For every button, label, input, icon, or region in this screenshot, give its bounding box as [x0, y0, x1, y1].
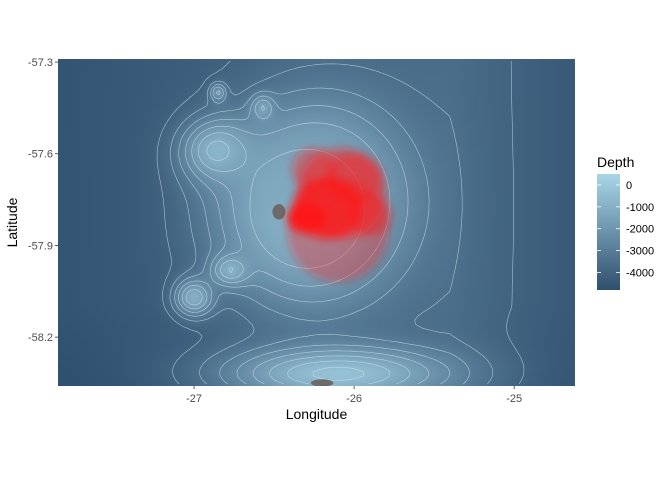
y-tick-label: -57.3 [28, 57, 53, 69]
x-tick-label: -27 [186, 393, 202, 405]
x-axis: -27 -26 -25 [186, 386, 522, 405]
y-tick-label: -57.9 [28, 240, 53, 252]
land-patch [272, 204, 286, 220]
depth-contour-line [181, 90, 430, 385]
depth-contour-line [169, 63, 494, 385]
density-blob [291, 147, 337, 191]
y-tick-label: -58.2 [28, 332, 53, 344]
x-axis-title: Longitude [286, 406, 348, 422]
depth-contour-line [156, 60, 525, 385]
legend-colorbar [597, 174, 620, 290]
depth-contours [156, 60, 525, 385]
land-patch [310, 379, 334, 386]
legend-ticks: 0 -1000 -2000 -3000 -4000 [597, 180, 654, 279]
density-blob [347, 193, 393, 237]
y-axis: -57.3 -57.6 -57.9 -58.2 [28, 57, 58, 344]
legend-label: -3000 [626, 246, 654, 258]
depth-contour-line [312, 367, 364, 381]
density-overlay [286, 147, 393, 283]
legend-label: -2000 [626, 224, 654, 236]
y-tick-label: -57.6 [28, 149, 53, 161]
plot-panel [58, 59, 575, 386]
legend-label: 0 [626, 180, 632, 192]
depth-contour-line [206, 140, 391, 385]
legend-label: -1000 [626, 202, 654, 214]
y-axis-title: Latitude [4, 197, 20, 247]
x-tick-label: -26 [346, 393, 362, 405]
density-blob [325, 153, 383, 203]
x-tick-label: -25 [506, 393, 522, 405]
legend: Depth 0 -1000 -2000 -3000 -4000 [597, 154, 654, 290]
depth-contour-line [174, 83, 470, 385]
land-areas [272, 204, 334, 386]
legend-title: Depth [597, 154, 634, 170]
depth-contour-line [178, 86, 451, 385]
legend-label: -4000 [626, 267, 654, 279]
